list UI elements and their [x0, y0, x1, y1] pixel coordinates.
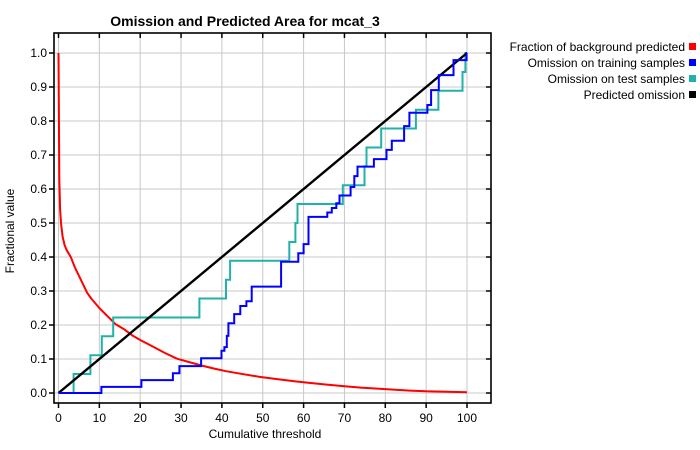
y-tick-label: 0.9	[30, 80, 47, 94]
y-tick-labels: 0.0 0.1 0.2 0.3 0.4 0.5 0.6 0.7 0.8 0.9 1.0	[30, 46, 47, 400]
x-tick-label: 30	[174, 411, 188, 425]
y-axis-label: Fractional value	[3, 188, 17, 273]
x-tick-label: 70	[338, 411, 352, 425]
legend-label-training-omission: Omission on training samples	[528, 56, 685, 70]
y-tick-label: 0.3	[30, 284, 47, 298]
legend-item: Fraction of background predicted	[510, 40, 696, 54]
x-axis-label: Cumulative threshold	[209, 427, 322, 441]
x-tick-label: 60	[297, 411, 311, 425]
x-tick-label: 90	[419, 411, 433, 425]
legend-item: Predicted omission	[584, 88, 696, 102]
legend-label-background-predicted: Fraction of background predicted	[510, 40, 685, 54]
y-tick-label: 0.1	[30, 352, 47, 366]
x-tick-label: 20	[134, 411, 148, 425]
x-tick-label: 80	[379, 411, 393, 425]
y-tick-label: 0.6	[30, 182, 47, 196]
y-tick-label: 0.4	[30, 250, 47, 264]
x-tick-label: 0	[55, 411, 62, 425]
x-tick-label: 40	[215, 411, 229, 425]
y-tick-label: 0.8	[30, 114, 47, 128]
x-tick-labels: 0 10 20 30 40 50 60 70 80 90 100	[55, 411, 477, 425]
y-tick-label: 0.7	[30, 148, 47, 162]
legend-swatch-blue-icon	[689, 59, 696, 66]
chart-title: Omission and Predicted Area for mcat_3	[110, 13, 380, 29]
y-tick-label: 0.0	[30, 386, 47, 400]
gridlines	[54, 33, 491, 403]
legend-label-test-omission: Omission on test samples	[548, 72, 685, 86]
y-tick-label: 1.0	[30, 46, 47, 60]
legend-swatch-black-icon	[689, 91, 696, 98]
legend-label-predicted-omission: Predicted omission	[584, 88, 685, 102]
y-tick-label: 0.5	[30, 216, 47, 230]
legend-swatch-red-icon	[689, 43, 696, 50]
series-omission-on-training-samples	[58, 52, 468, 394]
legend: Fraction of background predicted Omissio…	[510, 40, 696, 102]
x-tick-label: 10	[93, 411, 107, 425]
plot-border	[53, 32, 492, 404]
legend-item: Omission on training samples	[528, 56, 696, 70]
legend-swatch-teal-icon	[689, 75, 696, 82]
axis-ticks	[49, 33, 491, 408]
y-tick-label: 0.2	[30, 318, 47, 332]
series-omission-on-test-samples	[58, 52, 467, 394]
x-tick-label: 100	[457, 411, 477, 425]
x-tick-label: 50	[256, 411, 270, 425]
series-predicted-omission	[57, 52, 468, 394]
series-fraction-of-background-predicted	[57, 52, 468, 394]
legend-item: Omission on test samples	[548, 72, 696, 86]
data-curves	[57, 52, 468, 394]
